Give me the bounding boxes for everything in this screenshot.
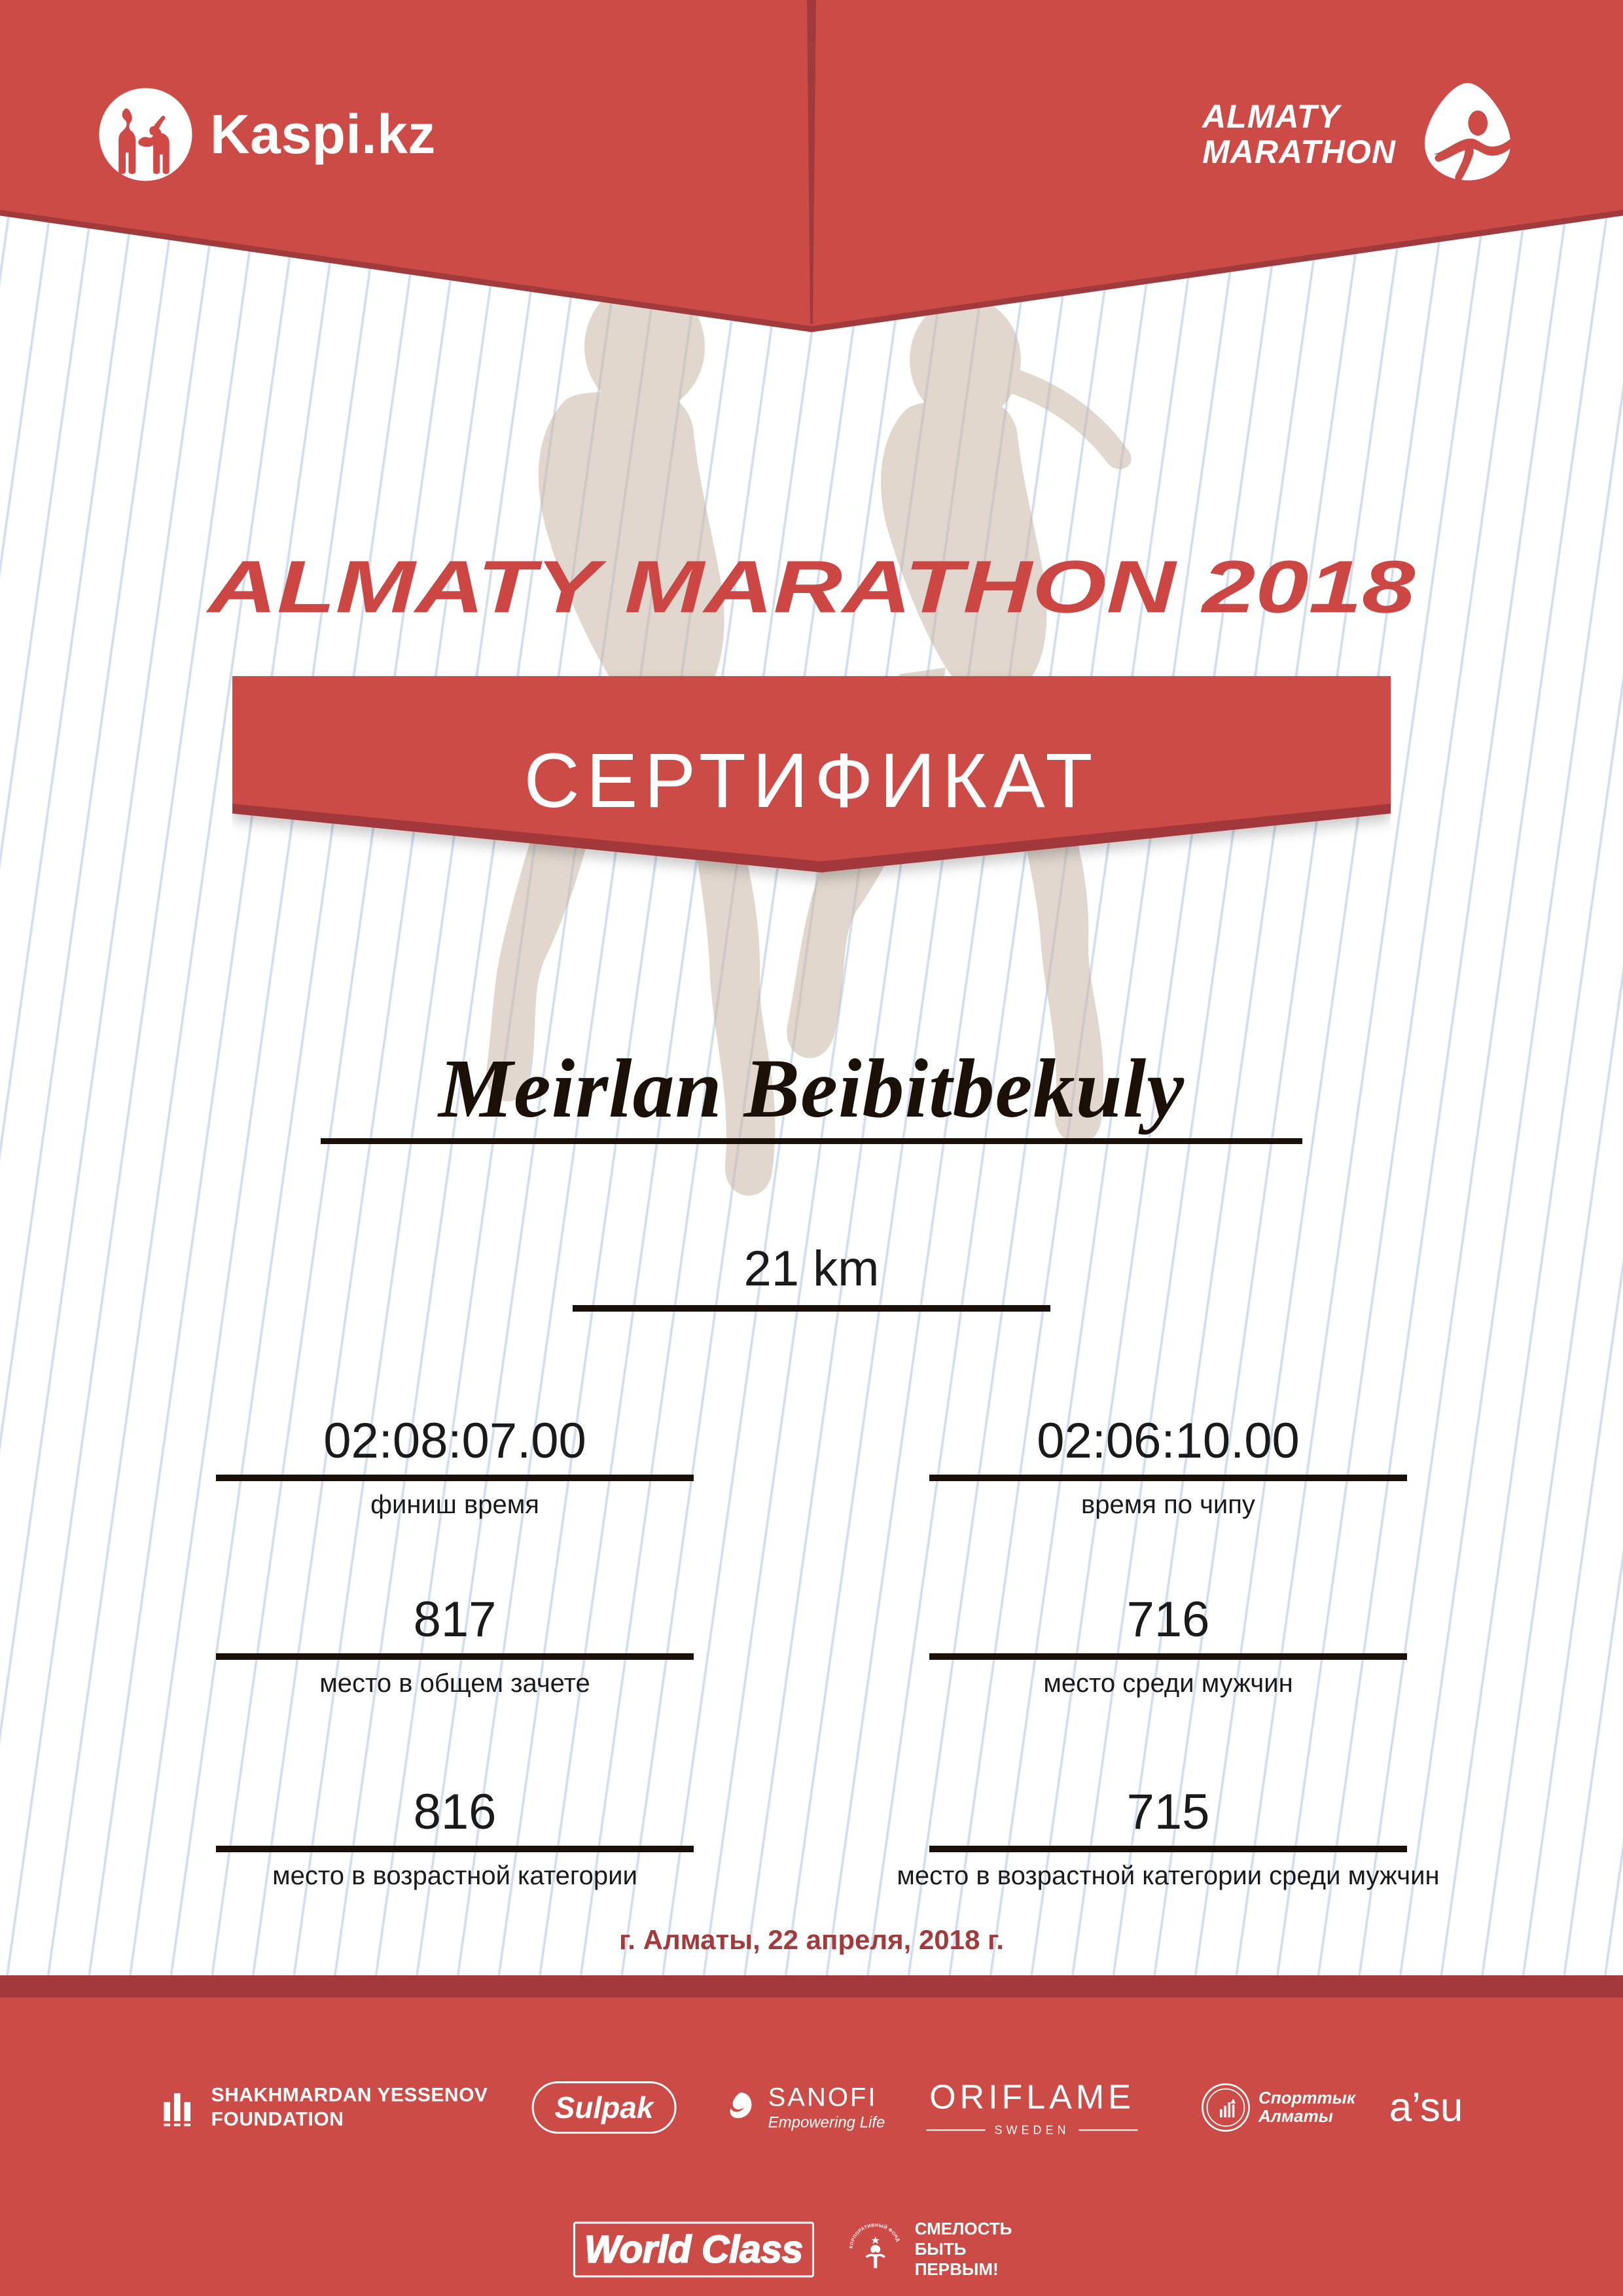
svg-text:КОРПОРАТИВНЫЙ ФОНД: КОРПОРАТИВНЫЙ ФОНД (849, 2223, 900, 2249)
